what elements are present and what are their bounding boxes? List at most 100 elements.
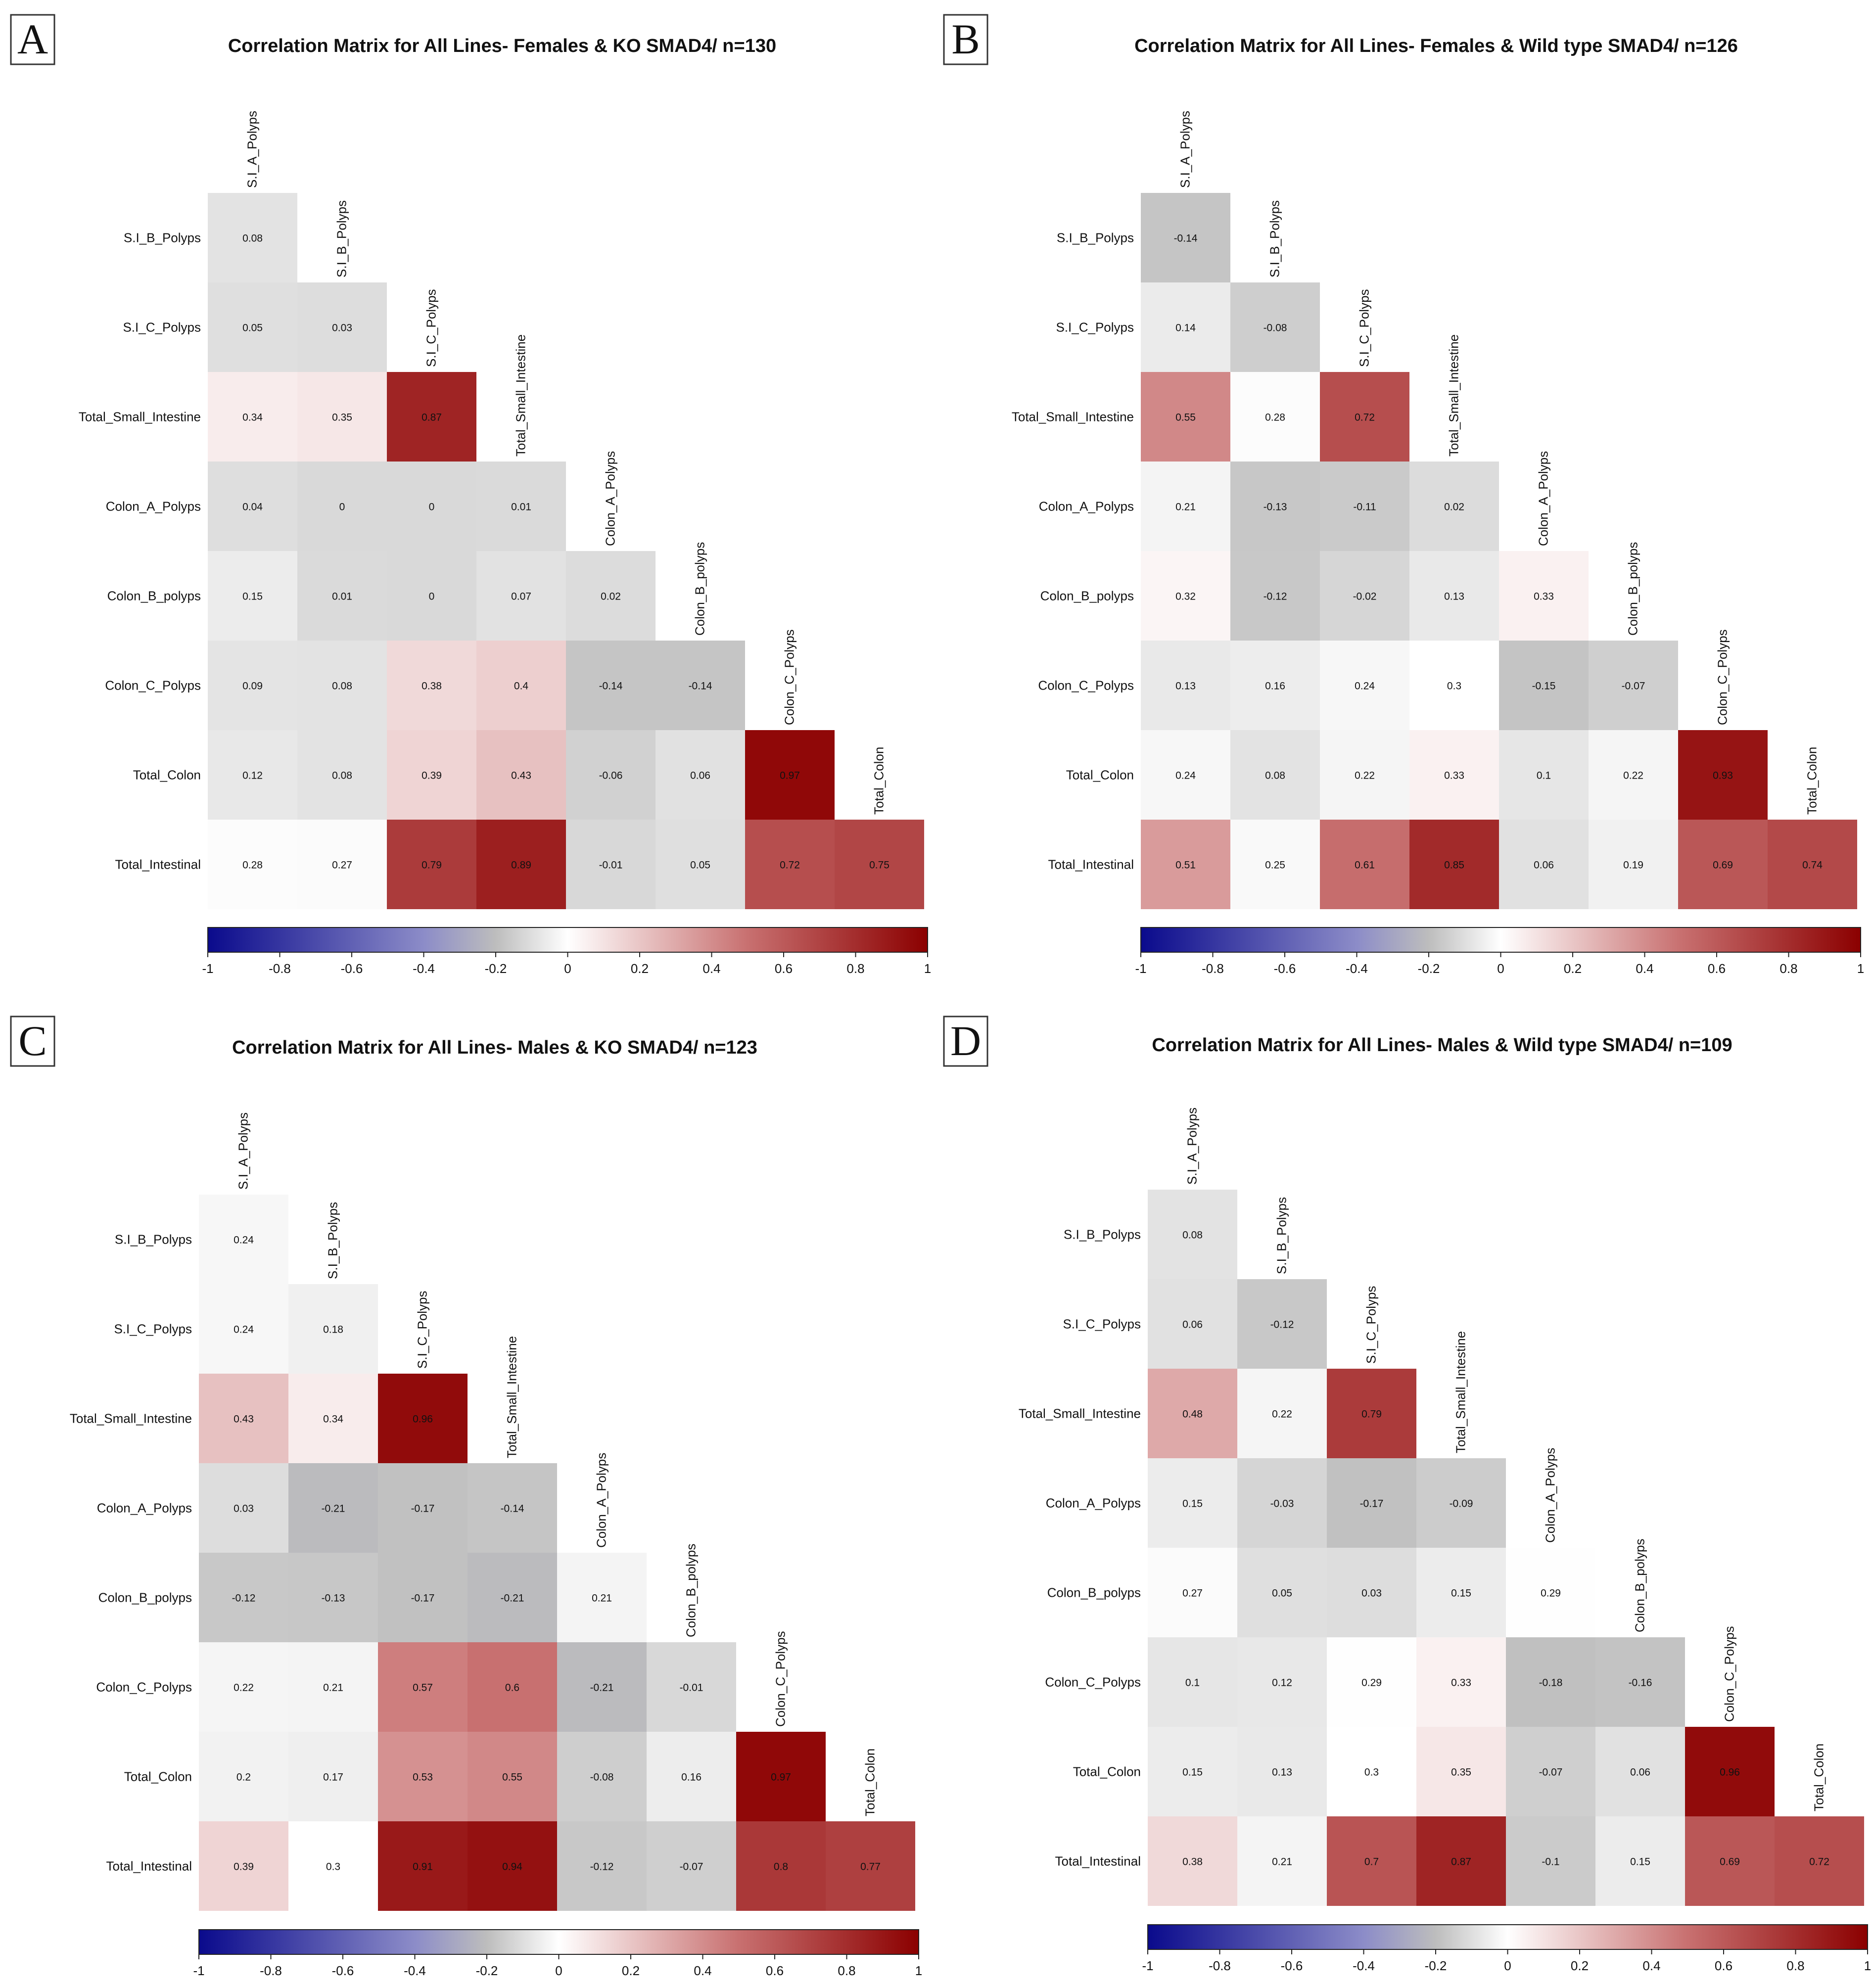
- heatmap-cell: [1148, 1458, 1237, 1548]
- cell-value-label: -0.12: [232, 1593, 256, 1604]
- heatmap-cell: [1141, 193, 1230, 282]
- heatmap-cell: [208, 641, 297, 730]
- heatmap-cell: [1595, 1637, 1685, 1727]
- cell-value-label: 0.06: [690, 770, 710, 782]
- cell-value-label: 0.89: [511, 860, 531, 871]
- row-label: Total_Colon: [1066, 768, 1134, 783]
- heatmap-cell: [1327, 1816, 1416, 1906]
- row-label: Colon_B_polyps: [1040, 589, 1134, 603]
- cell-value-label: 0.75: [869, 860, 890, 871]
- heatmap-cell: [736, 1821, 826, 1911]
- colorbar-tick-label: -0.8: [1202, 961, 1224, 976]
- heatmap-cell: [1589, 730, 1678, 820]
- heatmap-cell: [387, 730, 476, 820]
- cell-value-label: -0.07: [1539, 1767, 1563, 1778]
- heatmap-cell: [208, 462, 297, 551]
- cell-value-label: 0.48: [1182, 1409, 1203, 1420]
- heatmap-cell: [387, 551, 476, 641]
- cell-value-label: -0.21: [590, 1682, 614, 1694]
- cell-value-label: 0.1: [1185, 1677, 1200, 1689]
- cell-value-label: 0: [339, 502, 345, 513]
- cell-value-label: 0.15: [1182, 1767, 1203, 1778]
- cell-value-label: 0.08: [332, 770, 352, 782]
- heatmap-cell: [199, 1732, 288, 1821]
- heatmap-cell: [1230, 282, 1320, 372]
- heatmap-cell: [656, 730, 745, 820]
- cell-value-label: -0.12: [1270, 1319, 1294, 1331]
- colorbar-tick-label: 0.2: [1571, 1958, 1589, 1973]
- heatmap-cell: [1678, 820, 1768, 909]
- cell-value-label: 0.22: [1355, 770, 1375, 782]
- heatmap-cell: [1506, 1548, 1595, 1637]
- heatmap-cell: [1589, 820, 1678, 909]
- cell-value-label: 0.22: [234, 1682, 254, 1694]
- heatmap-cell: [557, 1553, 647, 1642]
- cell-value-label: 0.29: [1361, 1677, 1382, 1689]
- colorbar-tick-label: -0.2: [476, 1963, 498, 1978]
- panel-label: A: [17, 15, 48, 63]
- heatmap-cell: [1506, 1816, 1595, 1906]
- heatmap-cell: [1320, 641, 1409, 730]
- heatmap-cell: [1320, 462, 1409, 551]
- column-label: S.I_C_Polyps: [1357, 289, 1372, 367]
- heatmap-cell: [1230, 551, 1320, 641]
- row-label: Total_Colon: [133, 768, 201, 783]
- colorbar: [207, 927, 928, 953]
- colorbar-tick-label: 0.8: [838, 1963, 855, 1978]
- heatmap-cell: [656, 641, 745, 730]
- column-label: S.I_A_Polyps: [1185, 1108, 1200, 1185]
- cell-value-label: -0.14: [599, 681, 623, 692]
- heatmap-cell: [826, 1821, 915, 1911]
- heatmap-cell: [566, 820, 656, 909]
- heatmap-cell: [1148, 1548, 1237, 1637]
- colorbar-tick-label: -0.4: [404, 1963, 426, 1978]
- panel-label: D: [950, 1017, 981, 1064]
- cell-value-label: 0.3: [1447, 681, 1461, 692]
- colorbar-tick-label: 1: [924, 961, 931, 976]
- cell-value-label: 0.07: [511, 591, 531, 602]
- heatmap-cell: [647, 1642, 736, 1732]
- column-label: S.I_A_Polyps: [236, 1112, 251, 1190]
- colorbar: [1140, 927, 1861, 953]
- heatmap-cell: [1409, 820, 1499, 909]
- cell-value-label: -0.17: [411, 1503, 435, 1515]
- cell-value-label: 0.79: [1361, 1409, 1382, 1420]
- cell-value-label: -0.07: [680, 1861, 703, 1873]
- cell-value-label: 0.91: [413, 1861, 433, 1873]
- row-label: Total_Small_Intestine: [1012, 410, 1134, 424]
- panel-label: C: [18, 1017, 47, 1064]
- panel-label-box: [943, 1016, 988, 1067]
- heatmap-cell: [297, 551, 387, 641]
- colorbar-tick-label: 0.2: [631, 961, 649, 976]
- heatmap-cell: [1409, 551, 1499, 641]
- colorbar-tick-label: -0.4: [1346, 961, 1368, 976]
- cell-value-label: 0.43: [234, 1414, 254, 1425]
- heatmap-cell: [1409, 641, 1499, 730]
- heatmap-cell: [1327, 1637, 1416, 1727]
- heatmap-cell: [1141, 462, 1230, 551]
- heatmap-cell: [1595, 1816, 1685, 1906]
- row-label: Colon_A_Polyps: [1046, 1496, 1141, 1511]
- heatmap-cell: [1775, 1816, 1864, 1906]
- row-label: Total_Small_Intestine: [79, 410, 201, 424]
- column-label: S.I_C_Polyps: [1364, 1286, 1379, 1364]
- colorbar-tick-label: -0.2: [1425, 1958, 1447, 1973]
- heatmap-cell: [1685, 1727, 1775, 1816]
- colorbar-tick-label: 0: [555, 1963, 562, 1978]
- chart-title: Correlation Matrix for All Lines- Female…: [228, 36, 776, 56]
- cell-value-label: -0.1: [1542, 1856, 1559, 1868]
- row-label: S.I_B_Polyps: [1057, 231, 1134, 245]
- heatmap-cell: [208, 820, 297, 909]
- row-label: S.I_C_Polyps: [114, 1322, 192, 1337]
- cell-value-label: 0.87: [1451, 1856, 1471, 1868]
- heatmap-cell: [387, 372, 476, 462]
- row-label: S.I_C_Polyps: [123, 320, 201, 335]
- cell-value-label: -0.14: [501, 1503, 524, 1515]
- panel-label-box: [943, 14, 988, 65]
- cell-value-label: 0.27: [1182, 1588, 1203, 1599]
- heatmap-cell: [736, 1732, 826, 1821]
- heatmap-cell: [1327, 1727, 1416, 1816]
- heatmap-cell: [208, 551, 297, 641]
- colorbar-tick-label: -0.8: [260, 1963, 282, 1978]
- cell-value-label: -0.21: [322, 1503, 345, 1515]
